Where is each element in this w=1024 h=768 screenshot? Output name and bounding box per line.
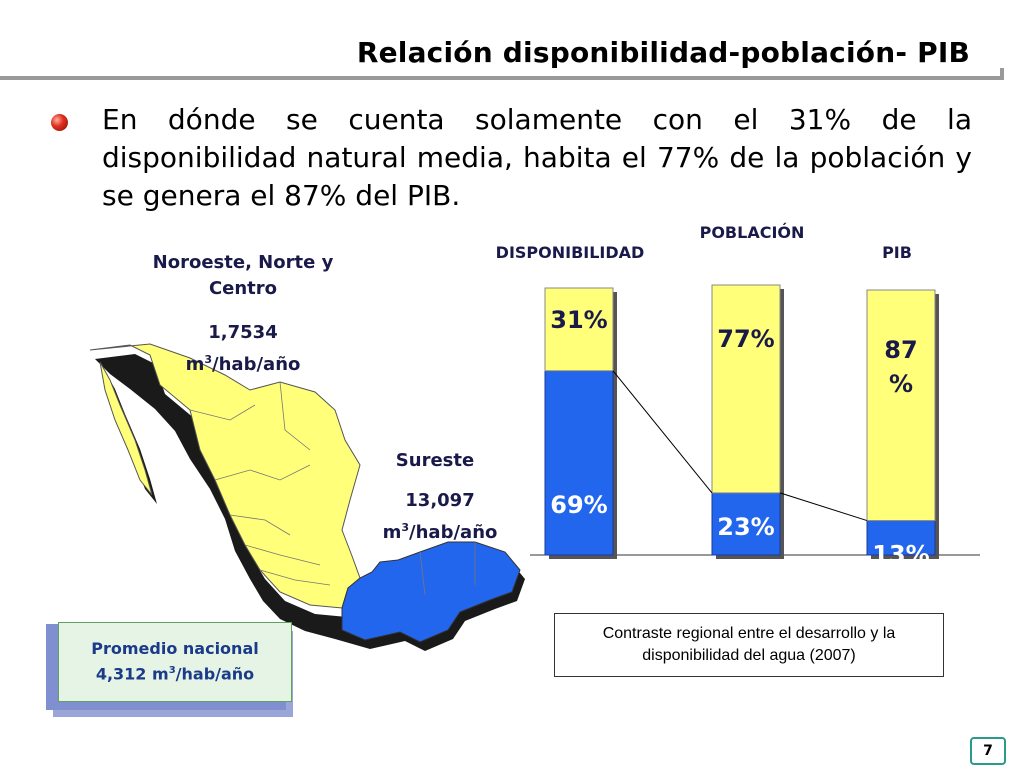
mexico-map (89, 343, 525, 651)
north-unit-base: m (185, 354, 205, 375)
category-label-0: DISPONIBILIDAD (496, 243, 645, 262)
north-value-label-2: 87% (884, 336, 917, 398)
south-value-label-2: 13% (872, 541, 929, 569)
bar-north-0 (544, 287, 614, 372)
national-average-exp: 3 (168, 665, 176, 677)
south-value-label-1: 23% (717, 513, 774, 541)
bullet-text: En dónde se cuenta solamente con el 31% … (102, 103, 972, 212)
south-region (341, 541, 521, 643)
north-region-value: 1,7534 m3/hab/año (158, 319, 328, 378)
north-region-name: Noroeste, Norte y Centro (152, 252, 334, 299)
chart-caption: Contraste regional entre el desarrollo y… (554, 613, 944, 677)
national-average-unit: /hab/año (175, 664, 255, 684)
state-borders (189, 381, 476, 596)
south-region-name: Sureste (395, 450, 475, 471)
north-unit-exp: 3 (204, 353, 213, 366)
bar-south-1 (711, 492, 781, 556)
category-label-2: PIB (882, 243, 912, 262)
bar-south-0 (544, 370, 614, 556)
north-unit-rest: /hab/año (212, 354, 301, 375)
south-value-label-0: 69% (550, 491, 607, 519)
bar-south-2 (866, 520, 936, 556)
national-average-value: 4,312 m (95, 664, 169, 684)
south-value-number: 13,097 (405, 490, 475, 511)
bar-north-1 (711, 284, 781, 494)
slide-title: Relación disponibilidad-población- PIB (356, 36, 970, 69)
north-value-number: 1,7534 (208, 322, 278, 343)
stacked-bar-chart: DISPONIBILIDAD 31% 69% POBLACIÓN 77% 23% PIB 87… (496, 223, 980, 569)
north-value-label-0: 31% (550, 306, 607, 334)
national-average-box: Promedio nacional 4,312 m3/hab/año (58, 622, 292, 702)
bullet-icon (51, 114, 68, 131)
south-unit-exp: 3 (401, 521, 410, 534)
connector-line-0 (612, 370, 713, 494)
category-label-1: POBLACIÓN (700, 223, 805, 242)
south-region-value: 13,097 m3/hab/año (360, 487, 520, 546)
south-unit-base: m (382, 522, 402, 543)
title-divider-end (1000, 68, 1004, 80)
south-unit-rest: /hab/año (409, 522, 498, 543)
baja-peninsula (99, 361, 153, 496)
page-number: 7 (970, 737, 1006, 765)
national-average-label: Promedio nacional (91, 639, 259, 659)
bar-north-2 (866, 289, 936, 522)
north-value-label-1: 77% (717, 325, 774, 353)
title-divider (0, 76, 1004, 80)
connector-line-1 (779, 492, 868, 522)
